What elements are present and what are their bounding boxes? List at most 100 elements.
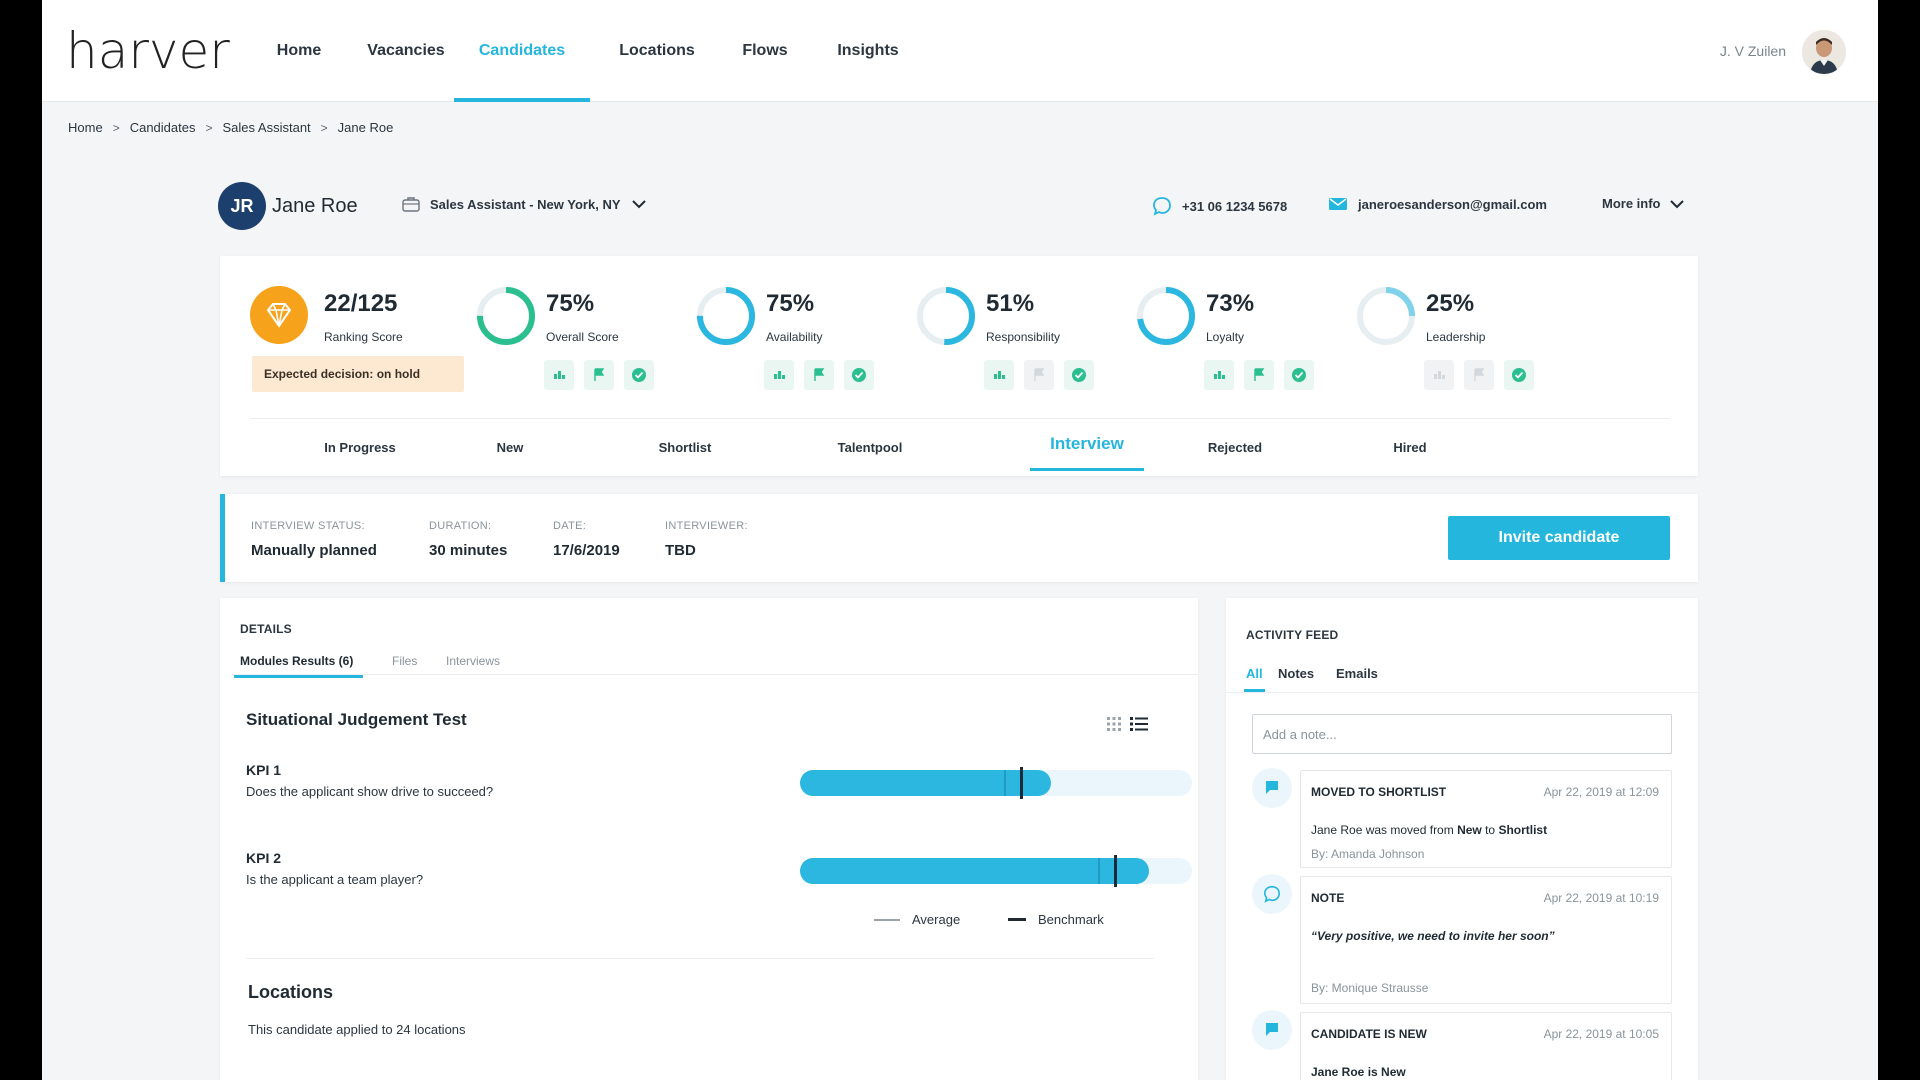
harver-logo[interactable]: harver [66, 22, 230, 80]
tab-interviews[interactable]: Interviews [446, 654, 501, 668]
user-name[interactable]: J. V Zuilen [1719, 43, 1786, 59]
chevron-down-icon [631, 200, 646, 209]
activity-tab-notes[interactable]: Notes [1278, 666, 1315, 681]
app-window: harver Home Vacancies Candidates Locatio… [42, 0, 1878, 1080]
nav-insights[interactable]: Insights [837, 42, 899, 59]
tab-files[interactable]: Files [392, 654, 418, 668]
breadcrumb-home[interactable]: Home [68, 120, 103, 135]
kpi-2-fill [800, 858, 1149, 884]
interview-status-label: INTERVIEW STATUS: [251, 520, 365, 532]
check-circle-icon[interactable] [624, 360, 654, 390]
kpi-2-title: KPI 2 [246, 850, 282, 866]
date-value: 17/6/2019 [553, 542, 620, 559]
stage-shortlist[interactable]: Shortlist [658, 440, 712, 455]
more-info-button[interactable]: More info [1602, 196, 1685, 211]
activity-tab-all[interactable]: All [1244, 666, 1265, 692]
top-navigation: harver Home Vacancies Candidates Locatio… [42, 0, 1878, 102]
nav-candidates[interactable]: Candidates [454, 0, 590, 102]
grid-view-icon[interactable] [1106, 716, 1122, 732]
nav-vacancies[interactable]: Vacancies [367, 42, 445, 59]
check-circle-icon[interactable] [1064, 360, 1094, 390]
score-value: 75% [766, 290, 815, 317]
bar-chart-icon[interactable] [984, 360, 1014, 390]
activity-tab-emails[interactable]: Emails [1336, 666, 1378, 681]
duration-label: DURATION: [429, 520, 492, 532]
score-ring-fill [1357, 287, 1415, 345]
breadcrumb-vacancy[interactable]: Sales Assistant [222, 120, 311, 135]
feed-item-shortlist[interactable]: MOVED TO SHORTLIST Apr 22, 2019 at 12:09… [1300, 770, 1672, 868]
flag-icon[interactable] [1464, 360, 1494, 390]
legend-average-label: Average [912, 912, 961, 927]
flag-icon [1252, 1010, 1292, 1050]
candidate-phone[interactable]: +31 06 1234 5678 [1152, 196, 1287, 216]
stage-new[interactable]: New [496, 440, 524, 455]
email-address: janeroesanderson@gmail.com [1358, 196, 1547, 212]
stage-in-progress[interactable]: In Progress [324, 440, 396, 455]
body-to: Shortlist [1498, 823, 1548, 837]
feed-item-time: Apr 22, 2019 at 10:05 [1543, 1027, 1659, 1041]
duration-value: 30 minutes [429, 542, 508, 559]
bar-chart-icon[interactable] [764, 360, 794, 390]
briefcase-icon [402, 197, 420, 212]
flag-icon[interactable] [1024, 360, 1054, 390]
check-circle-icon[interactable] [844, 360, 874, 390]
feed-item-new[interactable]: CANDIDATE IS NEW Apr 22, 2019 at 10:05 J… [1300, 1012, 1672, 1080]
kpi-2-question: Is the applicant a team player? [246, 872, 424, 887]
nav-locations[interactable]: Locations [619, 42, 695, 59]
score-ring-fill [477, 287, 535, 345]
stage-rejected[interactable]: Rejected [1207, 440, 1263, 455]
score-ring-3 [1137, 287, 1195, 345]
candidate-name: Jane Roe [272, 195, 358, 217]
chevron-right-icon: > [112, 120, 120, 135]
score-value: 73% [1206, 290, 1255, 317]
check-circle-icon[interactable] [1504, 360, 1534, 390]
kpi-1-average-marker [1004, 770, 1006, 796]
feed-item-body: Jane Roe is New [1311, 1065, 1406, 1079]
locations-title: Locations [248, 982, 334, 1002]
user-avatar[interactable] [1802, 30, 1846, 74]
flag-icon[interactable] [804, 360, 834, 390]
module-title: Situational Judgement Test [246, 710, 467, 729]
date-label: DATE: [553, 520, 587, 532]
list-view-icon[interactable] [1130, 716, 1148, 732]
legend-average: Average [874, 912, 960, 927]
kpi-1-question: Does the applicant show drive to succeed… [246, 784, 494, 799]
nav-home[interactable]: Home [276, 42, 322, 59]
score-ring-1 [697, 287, 755, 345]
feed-item-note[interactable]: NOTE Apr 22, 2019 at 10:19 “Very positiv… [1300, 876, 1672, 1004]
candidate-avatar: JR [218, 182, 266, 230]
score-ring-fill [697, 287, 755, 345]
check-circle-icon[interactable] [1284, 360, 1314, 390]
stage-interview[interactable]: Interview [1030, 419, 1144, 477]
activity-feed-card: ACTIVITY FEED All Notes Emails MOVED TO … [1226, 598, 1698, 1080]
diamond-badge-icon [250, 286, 308, 344]
invite-candidate-button[interactable]: Invite candidate [1448, 516, 1670, 560]
tab-module-results[interactable]: Modules Results (6) [233, 654, 364, 678]
score-label: Leadership [1426, 330, 1486, 344]
candidate-email[interactable]: janeroesanderson@gmail.com [1328, 196, 1547, 212]
breadcrumb-candidates[interactable]: Candidates [129, 120, 196, 135]
chevron-down-icon [1669, 199, 1684, 208]
kpi-1-benchmark-marker [1020, 767, 1023, 799]
score-value: 25% [1426, 290, 1475, 317]
add-note-input[interactable] [1252, 714, 1672, 754]
stage-tabs: In Progress New Shortlist Talentpool Int… [250, 418, 1670, 476]
flag-icon[interactable] [1244, 360, 1274, 390]
score-ring-fill [1137, 287, 1195, 345]
kpi-1-title: KPI 1 [246, 762, 282, 778]
interview-status-value: Manually planned [251, 542, 377, 559]
bar-chart-icon[interactable] [1204, 360, 1234, 390]
vacancy-selector[interactable]: Sales Assistant - New York, NY [402, 196, 647, 212]
feed-item-type: NOTE [1311, 891, 1345, 905]
flag-icon[interactable] [584, 360, 614, 390]
bar-chart-icon[interactable] [1424, 360, 1454, 390]
nav-flows[interactable]: Flows [742, 42, 788, 59]
score-ring-0 [477, 287, 535, 345]
details-title: DETAILS [240, 622, 292, 636]
feed-item-author: By: Monique Strausse [1311, 981, 1429, 995]
score-card: 22/125 Ranking Score Expected decision: … [220, 256, 1698, 476]
bar-chart-icon[interactable] [544, 360, 574, 390]
stage-talentpool[interactable]: Talentpool [837, 440, 903, 455]
legend-benchmark-label: Benchmark [1038, 912, 1104, 927]
stage-hired[interactable]: Hired [1393, 440, 1427, 455]
